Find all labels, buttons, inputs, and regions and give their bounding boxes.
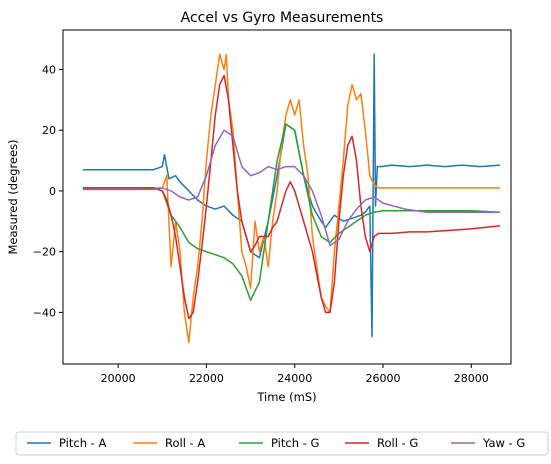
x-axis-label: Time (mS)	[256, 390, 316, 404]
series-line-roll-a	[82, 53, 500, 344]
series-line-yaw-g	[82, 129, 500, 247]
legend-item: Yaw - G	[451, 436, 525, 450]
legend-label: Roll - A	[165, 436, 205, 450]
y-axis-label: Measured (degrees)	[6, 139, 20, 254]
legend-label: Pitch - G	[271, 436, 319, 450]
plot-area	[82, 53, 501, 344]
plot-frame	[62, 29, 512, 365]
series-line-roll-g	[82, 74, 501, 320]
y-tick-label: 20	[42, 124, 56, 137]
x-tick-label: 26000	[366, 372, 401, 385]
legend-item: Roll - A	[133, 436, 205, 450]
x-axis: 20000 22000 24000 26000 28000	[101, 364, 489, 385]
y-axis: −40 −20 0 20 40	[33, 63, 63, 319]
legend-frame	[15, 431, 549, 456]
y-tick-label: −20	[33, 246, 56, 259]
legend-item: Roll - G	[345, 436, 418, 450]
legend-label: Yaw - G	[482, 436, 525, 450]
legend-label: Roll - G	[377, 436, 418, 450]
legend: Pitch - A Roll - A Pitch - G Roll - G Yaw - …	[15, 431, 549, 456]
series-line-pitch-a	[82, 53, 501, 338]
y-tick-label: 0	[49, 185, 56, 198]
y-tick-label: 40	[42, 63, 56, 76]
legend-label: Pitch - A	[59, 436, 106, 450]
y-tick-label: −40	[33, 306, 56, 319]
chart-title: Accel vs Gyro Measurements	[181, 10, 384, 26]
legend-item: Pitch - A	[27, 436, 106, 450]
x-tick-label: 20000	[101, 372, 136, 385]
legend-item: Pitch - G	[239, 436, 319, 450]
x-tick-label: 28000	[454, 372, 489, 385]
x-tick-label: 24000	[277, 372, 312, 385]
x-tick-label: 22000	[189, 372, 224, 385]
